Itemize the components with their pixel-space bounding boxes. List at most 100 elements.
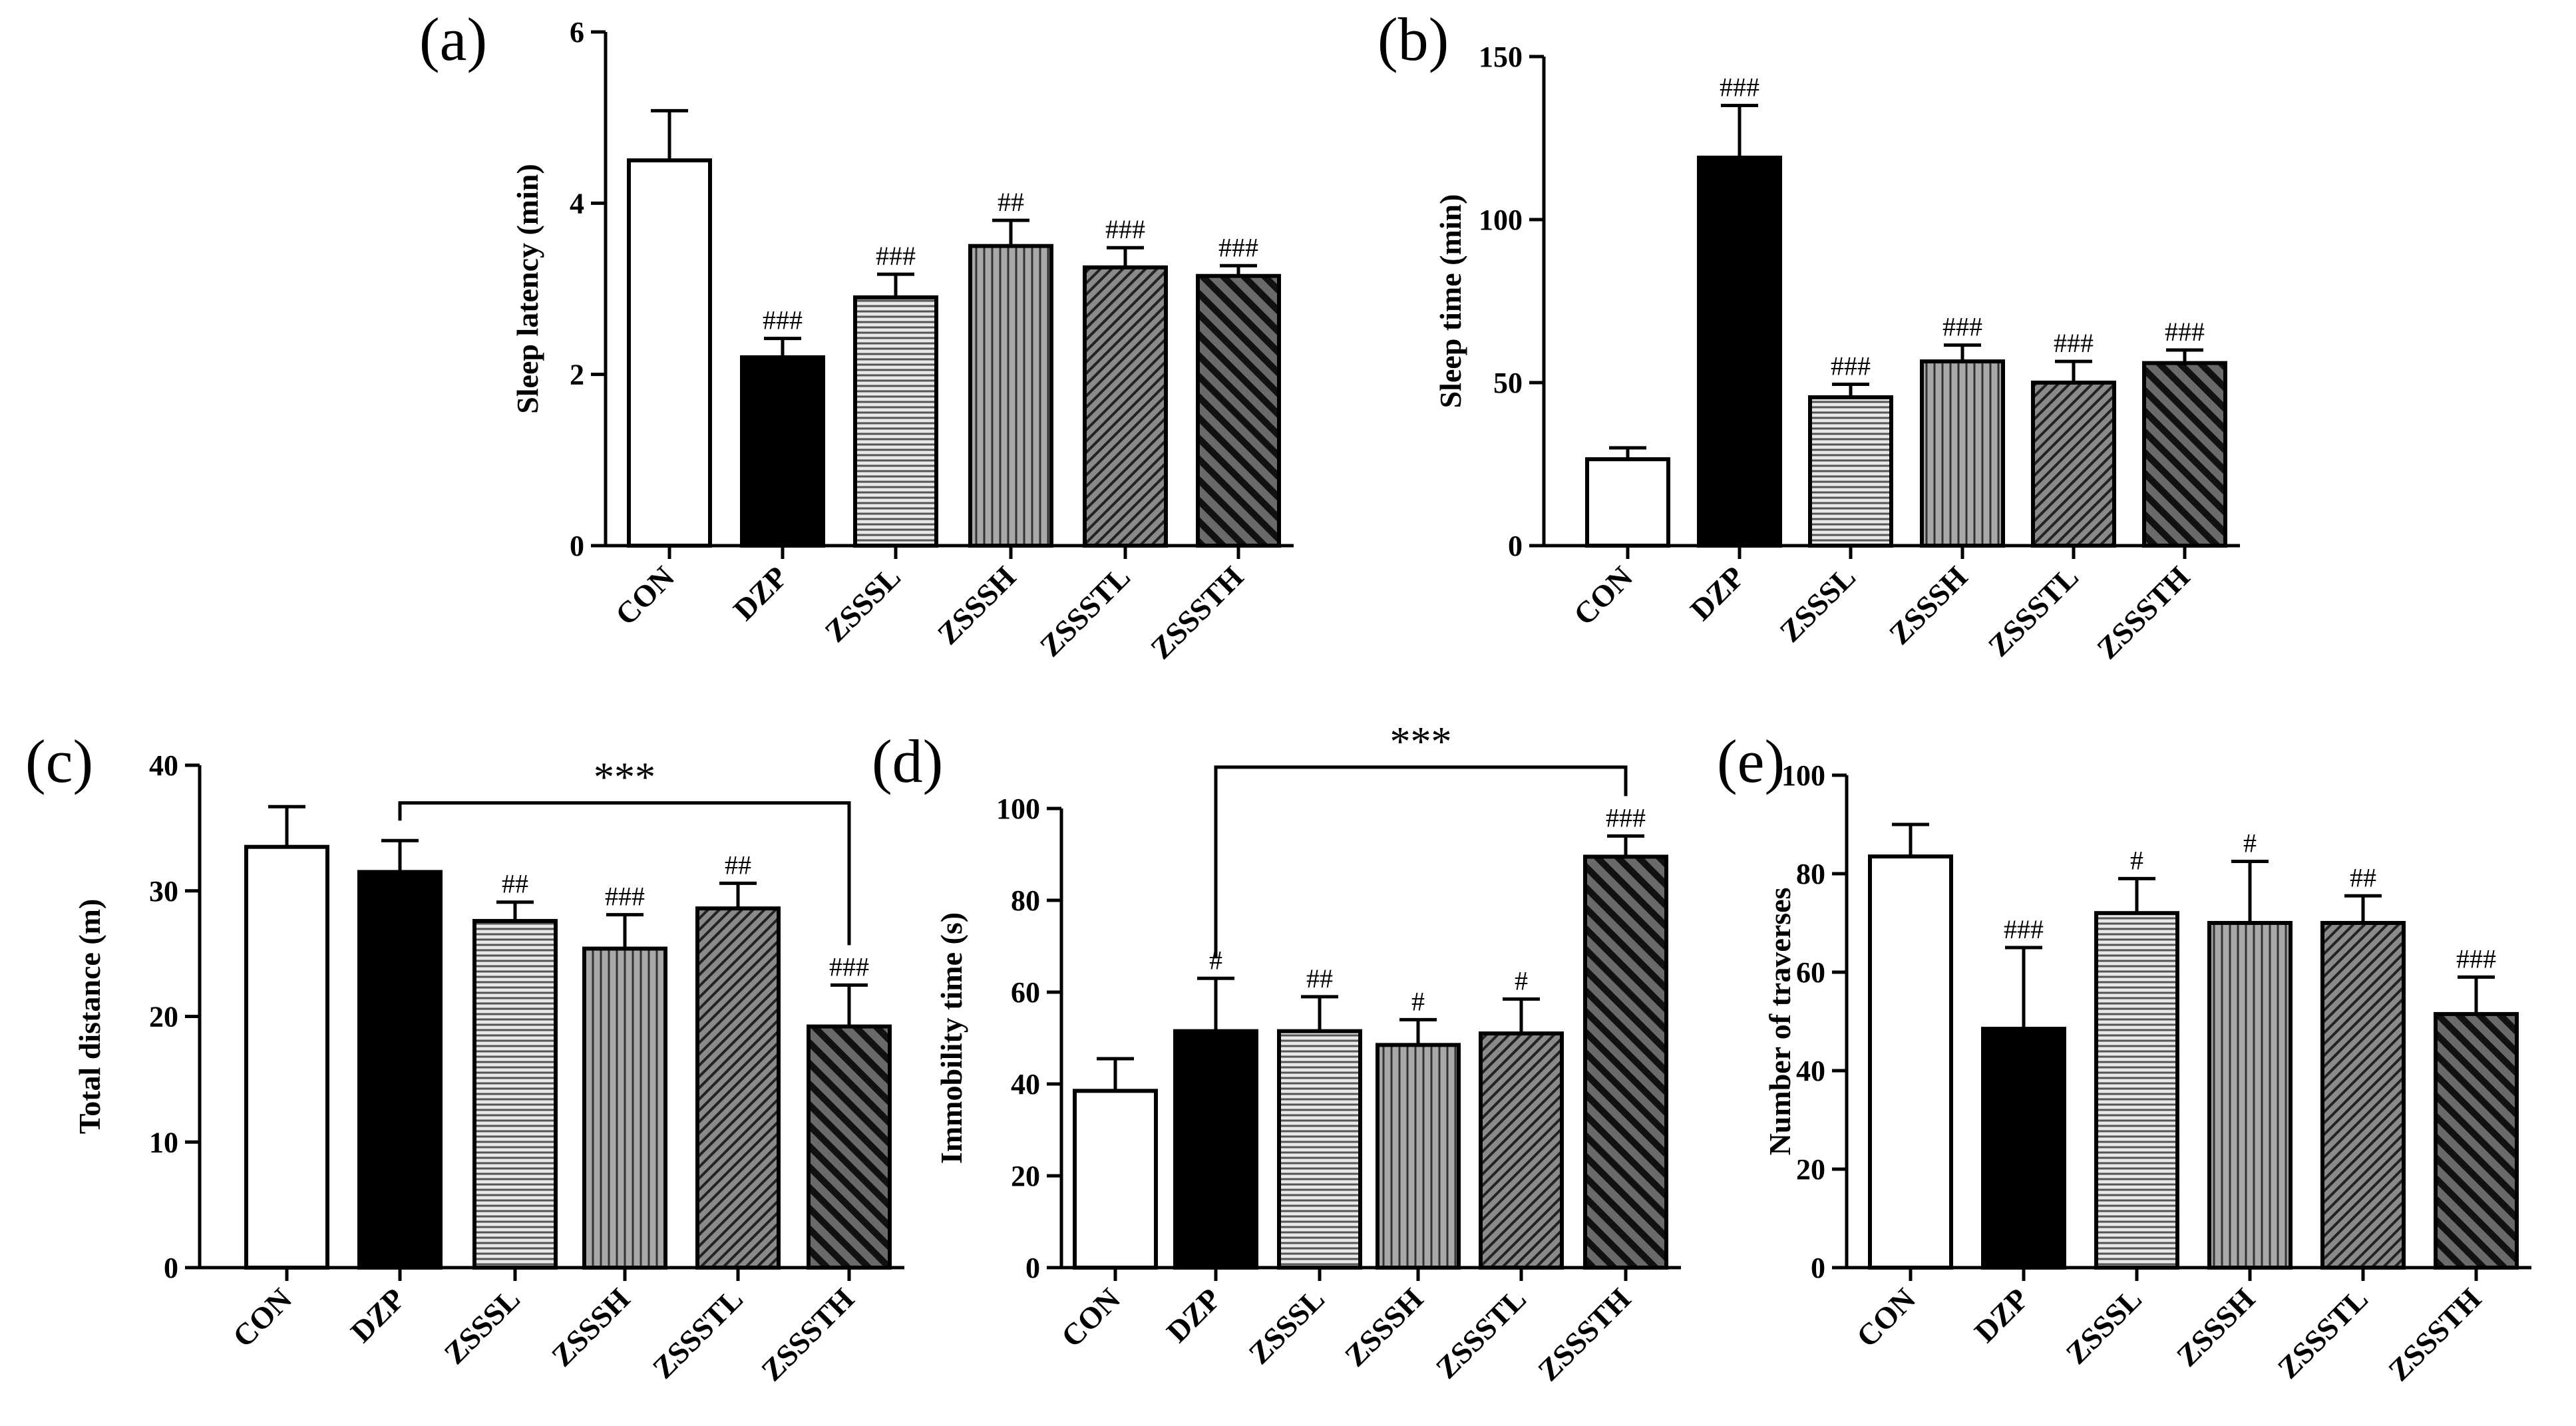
comparison-label: ***	[594, 755, 655, 801]
significance-label: #	[1209, 945, 1222, 975]
bar-dzp	[1697, 155, 1782, 548]
y-tick-label: 100	[1479, 204, 1523, 236]
chart-panel-d: (d) 0 20 40 60 80 100 Immobility time (s) CON DZP…	[872, 719, 1681, 1387]
bar-zssstl	[2320, 921, 2406, 1270]
bar-con	[1585, 457, 1670, 548]
significance-label: ###	[1606, 802, 1646, 832]
panel-label: (e)	[1717, 727, 1785, 795]
significance-label: ##	[1306, 964, 1333, 993]
y-tick-label: 20	[1011, 1160, 1040, 1192]
significance-label: #	[2243, 828, 2257, 858]
significance-label: ###	[1831, 351, 1871, 381]
bar-zsssth	[1583, 854, 1668, 1270]
y-tick-label: 6	[570, 16, 584, 49]
y-tick-label: 0	[1811, 1252, 1825, 1284]
x-tick-label: ZSSSTL	[1982, 560, 2085, 663]
significance-label: ###	[1105, 214, 1145, 244]
y-tick-label: 60	[1011, 976, 1040, 1009]
y-tick-label: 0	[164, 1252, 178, 1284]
bar-zsssth	[2434, 1011, 2519, 1270]
bar-zssstl	[1479, 1031, 1564, 1270]
bar-con	[244, 844, 329, 1270]
bar-zsssh	[582, 946, 667, 1270]
bar-zsssth	[807, 1024, 892, 1270]
y-axis-label: Immobility time (s)	[934, 912, 968, 1164]
chart-panel-e: (e) 0 20 40 60 80 100 Number of traverses CON DZP…	[1717, 727, 2531, 1387]
y-tick-label: 100	[1781, 759, 1825, 792]
y-tick-label: 80	[1011, 884, 1040, 917]
significance-label: ###	[2165, 317, 2205, 347]
y-tick-label: 20	[149, 1001, 178, 1033]
y-tick-label: 50	[1493, 367, 1523, 399]
bar-zsssh	[1376, 1043, 1461, 1270]
x-tick-label: ZSSSTH	[1144, 560, 1250, 665]
y-tick-label: 80	[1796, 858, 1825, 890]
x-tick-label: DZP	[344, 1282, 411, 1349]
x-tick-label: ZSSSH	[545, 1282, 636, 1373]
x-tick-label: ZSSSL	[1773, 560, 1862, 649]
x-tick-label: CON	[1055, 1282, 1127, 1353]
x-tick-label: ZSSSL	[437, 1282, 526, 1371]
x-tick-label: ZSSSTH	[1531, 1282, 1637, 1387]
significance-label: ###	[2054, 328, 2094, 358]
bar-zsssl	[472, 919, 558, 1270]
significance-label: ###	[763, 305, 803, 335]
y-tick-label: 100	[996, 793, 1040, 825]
panel-label: (d)	[872, 727, 943, 795]
x-tick-label: ZSSSH	[2170, 1282, 2261, 1373]
bar-zsssh	[1920, 359, 2005, 548]
significance-label: ##	[725, 850, 751, 880]
x-tick-label: ZSSSTL	[2271, 1282, 2374, 1385]
x-tick-label: DZP	[1160, 1282, 1227, 1349]
y-tick-label: 10	[149, 1126, 178, 1159]
x-tick-label: ZSSSH	[1338, 1282, 1429, 1373]
y-tick-label: 4	[570, 187, 584, 220]
chart-panel-a: (a) 0 2 4 6 Sleep latency (min) CON DZP ### ZSSSL…	[419, 5, 1294, 665]
bar-zssstl	[2031, 381, 2116, 548]
x-tick-label: ZSSSL	[2059, 1282, 2148, 1371]
y-axis-label: Sleep latency (min)	[510, 164, 544, 414]
significance-label: ###	[605, 882, 645, 912]
bar-con	[1868, 854, 1953, 1270]
x-tick-label: ZSSSTH	[2090, 560, 2196, 665]
panel-label: (c)	[25, 727, 93, 795]
y-tick-label: 30	[149, 875, 178, 908]
bar-dzp	[740, 355, 825, 548]
bar-zsssl	[1277, 1029, 1362, 1270]
bar-zsssh	[2207, 921, 2293, 1270]
chart-panel-c: (c) 0 10 20 30 40 Total distance (m) CON DZP ZSSS…	[25, 727, 904, 1387]
significance-label: #	[1515, 966, 1528, 995]
significance-label: ###	[2456, 944, 2496, 974]
bar-zsssh	[968, 244, 1053, 548]
panel-label: (b)	[1378, 5, 1449, 73]
significance-label: ###	[829, 952, 869, 981]
x-tick-label: ZSSSL	[1242, 1282, 1331, 1371]
significance-label: ##	[2350, 862, 2376, 892]
bar-zsssl	[1808, 395, 1893, 548]
comparison-bracket	[1214, 765, 1628, 959]
bar-dzp	[357, 870, 443, 1270]
y-axis-label: Total distance (m)	[73, 899, 106, 1135]
significance-label: ###	[2004, 914, 2044, 944]
y-tick-label: 40	[1011, 1068, 1040, 1101]
x-tick-label: ZSSSTL	[1429, 1282, 1533, 1385]
comparison-bracket	[398, 801, 851, 946]
x-tick-label: CON	[609, 560, 681, 631]
significance-label: #	[2130, 845, 2143, 875]
y-axis-label: Number of traverses	[1763, 888, 1797, 1156]
bar-zssstl	[1083, 265, 1168, 548]
x-tick-label: ZSSSTL	[646, 1282, 749, 1385]
y-tick-label: 40	[149, 749, 178, 782]
significance-label: ##	[502, 869, 528, 899]
y-tick-label: 0	[1025, 1252, 1040, 1284]
bar-zsssl	[2094, 911, 2179, 1270]
y-tick-label: 20	[1796, 1153, 1825, 1186]
bar-con	[627, 158, 712, 548]
bar-zsssth	[2142, 361, 2227, 548]
x-tick-label: DZP	[727, 560, 794, 627]
x-tick-label: CON	[1567, 560, 1639, 631]
x-tick-label: ZSSSTL	[1033, 560, 1137, 663]
bar-dzp	[1173, 1029, 1258, 1270]
bar-zsssth	[1196, 273, 1281, 548]
